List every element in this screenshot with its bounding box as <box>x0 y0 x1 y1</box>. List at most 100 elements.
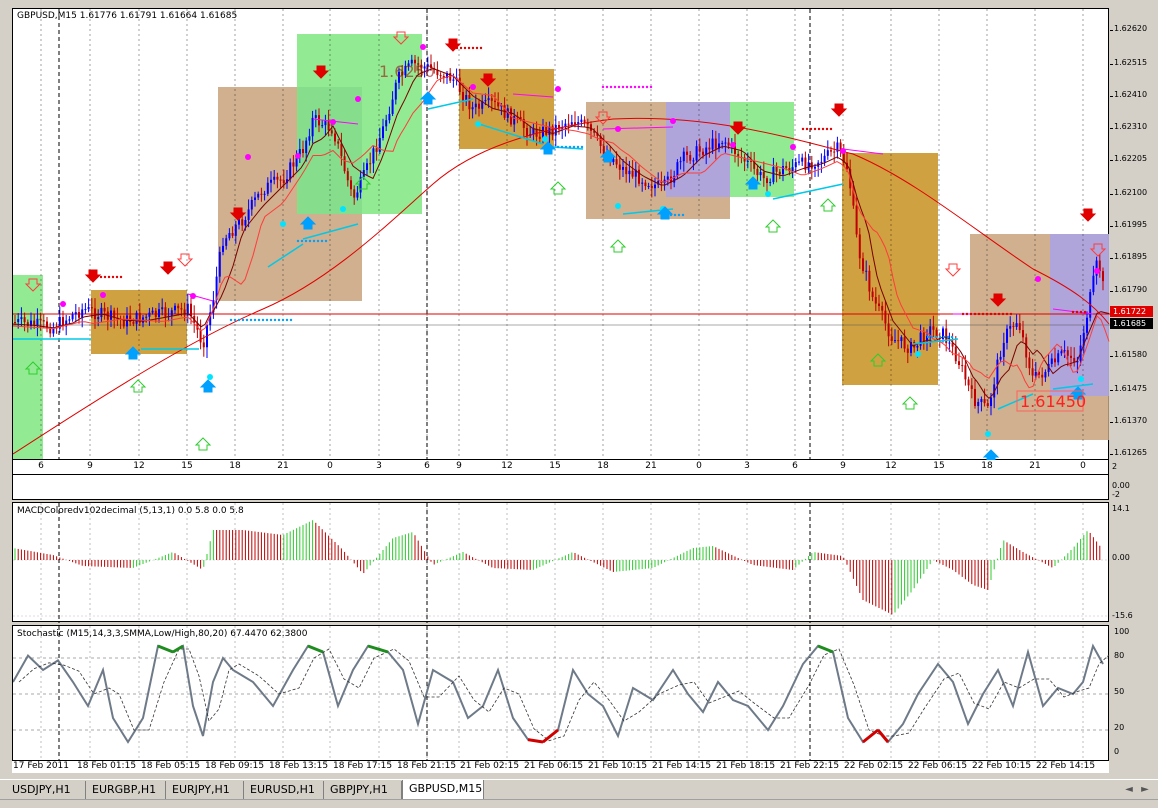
price-tick: 1.61895 <box>1114 252 1148 261</box>
hour-tick: 15 <box>181 461 193 471</box>
time-tick: 21 Feb 02:15 <box>460 761 520 771</box>
signal-dot <box>261 318 265 322</box>
time-tick: 22 Feb 02:15 <box>844 761 904 771</box>
stochastic-overbought <box>367 644 389 654</box>
candle-body <box>641 182 644 184</box>
candle-body <box>1006 328 1008 343</box>
tab-gbpjpy-h1[interactable]: GBPJPY,H1 <box>324 781 402 799</box>
candle-body <box>26 322 29 327</box>
candle-body <box>1025 337 1028 358</box>
tab-usdjpy-h1[interactable]: USDJPY,H1 <box>6 781 86 799</box>
candle-body <box>961 365 964 367</box>
candle-body <box>487 98 490 101</box>
candle-body <box>71 314 74 320</box>
candle-body <box>865 270 868 272</box>
hour-tick: 21 <box>277 461 289 471</box>
signal-dot <box>1001 312 1005 316</box>
pivot-dot <box>555 86 561 92</box>
tab-eurusd-h1[interactable]: EURUSD,H1 <box>244 781 324 799</box>
candle-body <box>308 136 311 141</box>
pivot-dot <box>840 148 846 154</box>
chart-header: GBPUSD,M15 1.61776 1.61791 1.61664 1.616… <box>17 11 238 21</box>
candle-body <box>727 142 730 146</box>
pivot-dot <box>475 121 481 127</box>
candle-body <box>401 71 404 76</box>
candle-body <box>295 155 298 167</box>
session-box <box>459 69 554 149</box>
time-tick: 18 Feb 13:15 <box>269 761 329 771</box>
signal-dot <box>809 127 813 131</box>
candle-body <box>772 167 775 183</box>
candle-body <box>506 108 509 118</box>
signal-dot <box>560 145 564 149</box>
candle-body <box>292 162 295 167</box>
tab-gbpusd-m15[interactable]: GBPUSD,M15 <box>402 780 484 800</box>
candle-body <box>698 146 701 152</box>
price-tick: 1.61475 <box>1114 384 1148 393</box>
tab-eurgbp-h1[interactable]: EURGBP,H1 <box>86 781 166 799</box>
candle-body <box>567 123 570 125</box>
price-tick: 1.61580 <box>1114 350 1148 359</box>
signal-dot <box>103 275 107 279</box>
trailing-stop-line <box>997 393 1034 410</box>
signal-dot <box>316 239 320 243</box>
signal-dot <box>1083 310 1087 314</box>
candle-body <box>151 310 154 313</box>
time-tick: 17 Feb 2011 <box>13 761 70 771</box>
stochastic-tick: 50 <box>1114 687 1125 696</box>
signal-dot <box>479 46 483 50</box>
hour-tick: 6 <box>38 461 44 471</box>
candle-body <box>967 379 970 386</box>
sell-arrow-icon <box>24 278 42 292</box>
candle-body <box>551 126 554 136</box>
signal-dot <box>245 318 249 322</box>
candle-body <box>356 192 359 198</box>
candle-body <box>177 305 180 309</box>
candle-body <box>442 75 445 78</box>
tab-scroll-left-icon[interactable]: ◄ <box>1125 784 1133 795</box>
candle-body <box>906 348 909 353</box>
candle-body <box>913 341 916 348</box>
tab-eurjpy-h1[interactable]: EURJPY,H1 <box>166 781 244 799</box>
price-tag-current: 1.61685 <box>1110 318 1153 329</box>
price-label-lower: 1.61450 <box>1020 392 1086 411</box>
signal-dot <box>633 85 637 89</box>
candle-body <box>468 95 471 110</box>
pivot-dot <box>470 84 476 90</box>
price-tick: 1.61370 <box>1114 416 1148 425</box>
buy-arrow-icon <box>539 141 557 155</box>
hour-tick: 18 <box>597 461 609 471</box>
candle-body <box>23 317 26 323</box>
signal-dot <box>233 318 237 322</box>
signal-dot <box>617 85 621 89</box>
price-tick-mark <box>1110 226 1113 227</box>
session-box <box>842 153 938 385</box>
candle-body <box>1092 275 1095 293</box>
candle-body <box>750 160 752 162</box>
signal-dot <box>107 275 111 279</box>
price-chart-pane[interactable]: 1.6250 1.61450 GBPUSD,M15 1.61776 1.61791… <box>12 8 1110 461</box>
candle-body <box>801 157 804 162</box>
candle-body <box>465 95 468 101</box>
candle-body <box>30 320 32 327</box>
stochastic-pane[interactable]: Stochastic (M15,14,3,3,SMMA,Low/High,80,… <box>12 625 1110 762</box>
candle-body <box>1054 358 1056 363</box>
candle-body <box>33 320 36 326</box>
signal-dot <box>312 239 316 243</box>
candle-body <box>430 64 432 68</box>
candle-body <box>180 308 183 310</box>
candle-body <box>490 98 493 101</box>
candle-body <box>394 82 397 100</box>
candle-body <box>1018 323 1021 331</box>
signal-dot <box>237 318 241 322</box>
candle-body <box>884 310 887 324</box>
candle-body <box>1022 330 1024 338</box>
hour-tick: 18 <box>981 461 993 471</box>
candle-body <box>858 234 861 259</box>
candle-body <box>305 140 308 154</box>
tab-scroll-right-icon[interactable]: ► <box>1141 784 1149 795</box>
candle-body <box>638 169 640 184</box>
macd-pane[interactable]: MACDColoredv102decimal (5,13,1) 0.0 5.8 … <box>12 502 1110 623</box>
price-chart-canvas[interactable]: 1.6250 1.61450 <box>13 9 1110 461</box>
pivot-dot <box>1094 268 1100 274</box>
